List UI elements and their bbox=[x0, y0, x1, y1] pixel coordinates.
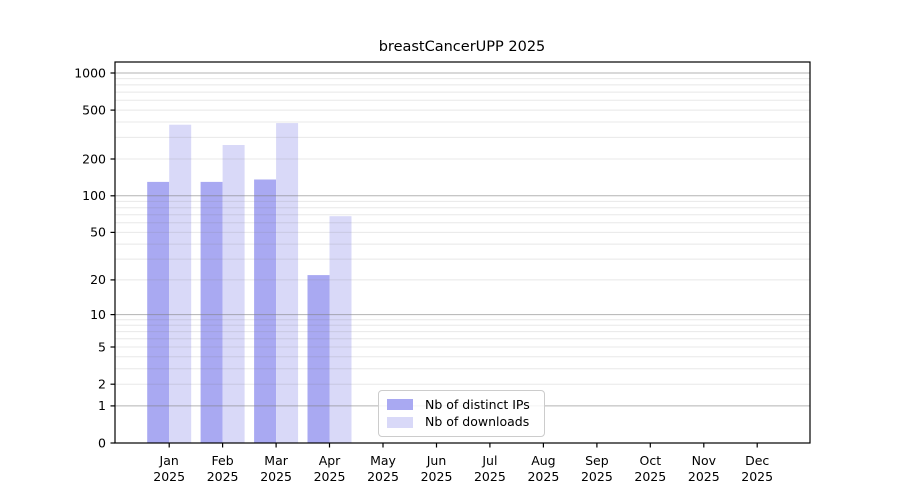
x-axis-year-label: 2025 bbox=[634, 469, 666, 484]
x-axis-year-label: 2025 bbox=[421, 469, 453, 484]
x-axis-month-label: Aug bbox=[531, 453, 555, 468]
bar-feb-downloads bbox=[222, 145, 245, 443]
plot-spines bbox=[114, 61, 811, 444]
x-axis-month-label: Jan bbox=[159, 453, 179, 468]
x-axis-month-label: Oct bbox=[639, 453, 661, 468]
x-axis-year-label: 2025 bbox=[581, 469, 613, 484]
bar-apr-distinct-ips bbox=[307, 275, 330, 443]
legend-label-downloads: Nb of downloads bbox=[425, 414, 530, 429]
axis-layer: 01251020501002005001000Jan2025Feb2025Mar… bbox=[74, 61, 811, 484]
y-axis-tick-label: 500 bbox=[82, 102, 106, 117]
x-axis-year-label: 2025 bbox=[314, 469, 346, 484]
legend-label-distinct-ips: Nb of distinct IPs bbox=[425, 396, 530, 412]
legend-swatch-downloads bbox=[387, 416, 413, 428]
x-axis-year-label: 2025 bbox=[474, 469, 506, 484]
x-axis-month-label: Dec bbox=[745, 453, 769, 468]
legend-swatch-distinct-ips bbox=[387, 399, 413, 411]
x-axis-year-label: 2025 bbox=[207, 469, 239, 484]
y-axis-tick-label: 1000 bbox=[74, 65, 106, 80]
bar-feb-distinct-ips bbox=[200, 181, 223, 443]
x-axis-year-label: 2025 bbox=[367, 469, 399, 484]
x-axis-month-label: Jul bbox=[481, 453, 497, 468]
bar-mar-distinct-ips bbox=[254, 179, 277, 443]
y-axis-tick-label: 5 bbox=[98, 339, 106, 354]
x-axis-month-label: Apr bbox=[319, 453, 341, 468]
y-axis-tick-label: 100 bbox=[82, 188, 106, 203]
bar-jan-distinct-ips bbox=[147, 181, 170, 443]
x-axis-year-label: 2025 bbox=[688, 469, 720, 484]
y-axis-tick-label: 0 bbox=[98, 435, 106, 450]
x-axis-year-label: 2025 bbox=[527, 469, 559, 484]
bars-layer bbox=[147, 123, 352, 443]
legend-item-distinct-ips: Nb of distinct IPs bbox=[387, 396, 536, 412]
x-axis-year-label: 2025 bbox=[260, 469, 292, 484]
x-axis-month-label: Nov bbox=[692, 453, 717, 468]
legend-item-downloads: Nb of downloads bbox=[387, 414, 536, 429]
x-axis-month-label: Jun bbox=[426, 453, 447, 468]
x-axis-month-label: Feb bbox=[212, 453, 234, 468]
x-axis-month-label: Mar bbox=[264, 453, 288, 468]
x-axis-year-label: 2025 bbox=[741, 469, 773, 484]
y-axis-tick-label: 1 bbox=[98, 398, 106, 413]
chart-legend: Nb of distinct IPs Nb of downloads bbox=[378, 390, 545, 437]
y-axis-tick-label: 50 bbox=[90, 225, 106, 240]
chart-title: breastCancerUPP 2025 bbox=[379, 39, 546, 55]
bar-jan-downloads bbox=[169, 124, 192, 443]
x-axis-month-label: May bbox=[370, 453, 396, 468]
x-axis-month-label: Sep bbox=[585, 453, 609, 468]
y-axis-tick-label: 200 bbox=[82, 151, 106, 166]
y-axis-tick-label: 2 bbox=[98, 377, 106, 392]
y-axis-tick-label: 20 bbox=[90, 272, 106, 287]
bar-mar-downloads bbox=[276, 123, 299, 443]
bar-apr-downloads bbox=[329, 216, 352, 443]
x-axis-year-label: 2025 bbox=[153, 469, 185, 484]
y-axis-tick-label: 10 bbox=[90, 307, 106, 322]
